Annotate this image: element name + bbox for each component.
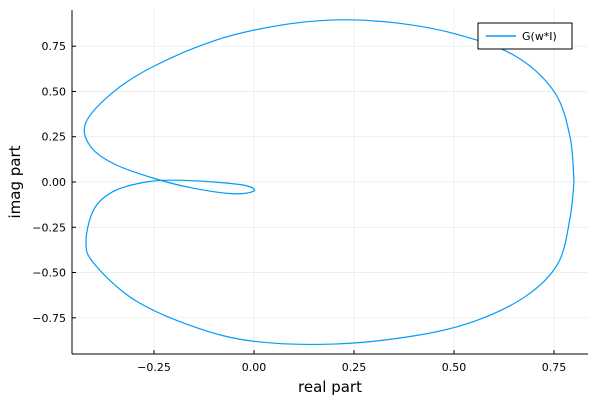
- series-line: [83, 19, 575, 345]
- y-tick-label: 0.25: [42, 131, 67, 144]
- y-tick-label: −0.25: [32, 221, 66, 234]
- y-tick-label: 0.50: [42, 85, 67, 98]
- y-tick-label: 0.00: [42, 176, 67, 189]
- legend-label: G(w*I): [522, 30, 557, 43]
- x-tick-label: −0.25: [137, 361, 171, 374]
- y-axis-title: imag part: [6, 145, 24, 218]
- ticks: −0.25 0.00 0.25 0.50 0.75 −0.75 −0.50 −0.25 0.00…: [32, 40, 566, 374]
- x-tick-label: 0.00: [242, 361, 267, 374]
- x-tick-label: 0.25: [342, 361, 367, 374]
- legend: G(w*I): [477, 22, 573, 50]
- y-tick-label: −0.50: [32, 267, 66, 280]
- x-axis-title: real part: [298, 378, 362, 396]
- x-tick-label: 0.50: [442, 361, 467, 374]
- y-tick-label: 0.75: [42, 40, 67, 53]
- x-tick-label: 0.75: [542, 361, 567, 374]
- grid: [72, 10, 588, 354]
- y-tick-label: −0.75: [32, 312, 66, 325]
- series-layer: [83, 19, 575, 345]
